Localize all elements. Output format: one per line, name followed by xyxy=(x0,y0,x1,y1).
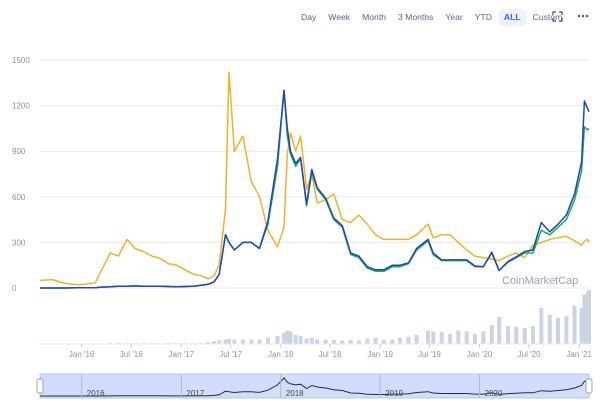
x-tick-label: Jul '20 xyxy=(518,350,541,359)
timeframe-toolbar: Day Week Month 3 Months Year YTD ALL Cus… xyxy=(296,8,567,26)
volume-bar xyxy=(282,332,286,344)
volume-bar xyxy=(304,338,309,344)
navigator-left-handle[interactable] xyxy=(36,378,44,394)
volume-bar xyxy=(390,339,395,344)
volume-bar xyxy=(309,337,314,344)
y-tick-label: 0 xyxy=(12,284,17,293)
volume-bar xyxy=(340,340,345,344)
timeframe-3months-button[interactable]: 3 Months xyxy=(398,11,434,22)
x-tick-label: Jan '20 xyxy=(467,350,493,359)
volume-bar xyxy=(547,314,552,344)
volume-bar xyxy=(572,305,577,344)
volume-bar xyxy=(249,339,254,344)
volume-bar xyxy=(579,308,584,344)
y-tick-label: 900 xyxy=(12,147,26,156)
x-tick-label: Jul '19 xyxy=(418,350,441,359)
volume-bar xyxy=(522,327,527,344)
volume-bar xyxy=(448,334,453,344)
volume-bar xyxy=(506,326,511,344)
volume-bar xyxy=(530,326,535,344)
y-tick-label: 1200 xyxy=(12,102,30,111)
series-line-blue xyxy=(40,89,590,289)
series-lines xyxy=(39,71,590,289)
timeframe-day-button[interactable]: Day xyxy=(301,11,317,22)
volume-bar xyxy=(456,330,461,344)
volume-bar xyxy=(356,340,361,344)
volume-bar xyxy=(293,335,298,344)
navigator-year-label: 2017 xyxy=(186,389,204,398)
x-tick-label: Jul '17 xyxy=(219,350,242,359)
timeframe-custom-button[interactable]: Custom xyxy=(532,11,563,22)
volume-bars xyxy=(38,290,591,345)
volume-bar xyxy=(226,338,231,344)
timeframe-all-button[interactable]: ALL xyxy=(498,8,526,26)
x-tick-label: Jan '16 xyxy=(69,350,95,359)
volume-bar xyxy=(398,337,403,344)
volume-bar xyxy=(582,294,587,344)
volume-bar xyxy=(587,290,591,344)
navigator-year-label: 2019 xyxy=(385,389,403,398)
navigator-year-label: 2016 xyxy=(87,389,105,398)
x-tick-label: Jan '19 xyxy=(367,350,393,359)
volume-bar xyxy=(348,339,353,344)
volume-bar xyxy=(206,342,211,344)
volume-bar xyxy=(257,339,262,344)
volume-bar xyxy=(217,340,222,344)
x-tick-label: Jul '16 xyxy=(120,350,143,359)
volume-bar xyxy=(315,339,320,344)
y-tick-label: 600 xyxy=(12,193,26,202)
volume-bar xyxy=(539,308,544,344)
volume-bar xyxy=(414,335,419,344)
volume-bar xyxy=(288,331,293,344)
volume-bar xyxy=(275,335,280,344)
volume-bar xyxy=(223,339,228,344)
volume-bar xyxy=(439,332,444,344)
coinmarketcap-watermark: CoinMarketCap xyxy=(502,275,578,287)
volume-bar xyxy=(323,339,328,344)
y-tick-label: 300 xyxy=(12,238,26,247)
volume-bar xyxy=(464,331,469,344)
x-tick-label: Jan '18 xyxy=(268,350,294,359)
volume-bar xyxy=(265,337,270,344)
volume-bar xyxy=(431,331,436,344)
timeframe-year-button[interactable]: Year xyxy=(445,11,463,22)
x-axis-ticks: Jan '16 Jul '16 Jan '17 Jul '17 Jan '18 Jul '… xyxy=(69,344,593,359)
timeframe-ytd-button[interactable]: YTD xyxy=(474,11,492,22)
volume-bar xyxy=(232,339,237,344)
x-tick-label: Jan '17 xyxy=(169,350,195,359)
volume-bar xyxy=(481,331,486,344)
volume-bar xyxy=(381,339,386,344)
volume-bar xyxy=(212,341,217,344)
volume-bar xyxy=(497,317,502,344)
volume-bar xyxy=(240,339,245,344)
fullscreen-icon[interactable] xyxy=(551,10,563,22)
volume-bar xyxy=(489,325,494,344)
volume-bar xyxy=(564,316,569,344)
more-dots-icon[interactable] xyxy=(577,10,589,22)
volume-bar xyxy=(406,336,411,344)
navigator-year-label: 2020 xyxy=(485,389,503,398)
timeframe-week-button[interactable]: Week xyxy=(328,11,351,22)
volume-bar xyxy=(472,334,477,344)
volume-bar xyxy=(555,317,560,344)
timeframe-month-button[interactable]: Month xyxy=(362,11,386,22)
grid-lines xyxy=(40,59,589,289)
volume-bar xyxy=(285,330,290,344)
volume-bar xyxy=(298,335,303,344)
range-navigator[interactable]: 2016 2017 2018 2019 2020 xyxy=(36,373,593,399)
y-axis-ticks: 0 300 600 900 1200 1500 xyxy=(12,56,30,293)
x-tick-label: Jan '21 xyxy=(566,350,592,359)
volume-bar xyxy=(331,339,336,344)
volume-bar xyxy=(514,326,519,344)
volume-bar xyxy=(373,337,378,344)
y-tick-label: 1500 xyxy=(12,56,30,65)
navigator-series-line xyxy=(40,377,590,397)
volume-bar xyxy=(365,338,370,344)
navigator-year-label: 2018 xyxy=(286,389,304,398)
navigator-right-handle[interactable] xyxy=(585,378,593,394)
volume-bar xyxy=(426,330,431,344)
x-tick-label: Jul '18 xyxy=(319,350,342,359)
